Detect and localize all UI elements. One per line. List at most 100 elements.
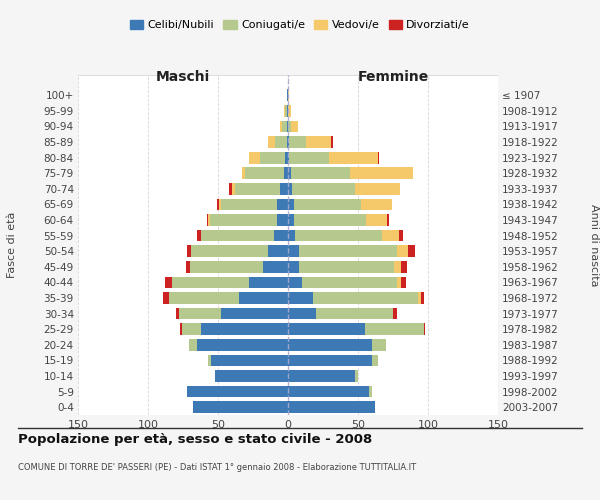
Bar: [284, 105, 285, 117]
Bar: [288, 120, 291, 132]
Bar: [232, 183, 235, 194]
Bar: [287, 105, 288, 117]
Text: Anni di nascita: Anni di nascita: [589, 204, 599, 286]
Bar: [197, 230, 201, 241]
Bar: [372, 339, 386, 350]
Bar: [355, 183, 400, 194]
Bar: [291, 168, 350, 179]
Legend: Celibi/Nubili, Coniugati/e, Vedovi/e, Divorziati/e: Celibi/Nubili, Coniugati/e, Vedovi/e, Di…: [125, 16, 475, 35]
Bar: [288, 168, 291, 179]
Bar: [398, 230, 403, 241]
Bar: [277, 214, 288, 226]
Bar: [293, 214, 367, 226]
Bar: [288, 308, 316, 320]
Bar: [165, 276, 172, 288]
Bar: [313, 292, 418, 304]
Bar: [355, 370, 358, 382]
Text: Popolazione per età, sesso e stato civile - 2008: Popolazione per età, sesso e stato civil…: [18, 432, 372, 446]
Bar: [365, 324, 424, 335]
Bar: [190, 261, 263, 272]
Bar: [372, 354, 377, 366]
Bar: [288, 183, 292, 194]
Bar: [179, 308, 221, 320]
Bar: [197, 339, 288, 350]
Bar: [288, 105, 291, 117]
Bar: [187, 386, 288, 398]
Bar: [288, 246, 299, 257]
Bar: [409, 246, 415, 257]
Bar: [394, 261, 401, 272]
Bar: [188, 339, 197, 350]
Bar: [275, 136, 287, 148]
Bar: [163, 292, 169, 304]
Bar: [331, 136, 333, 148]
Bar: [220, 198, 221, 210]
Bar: [283, 120, 287, 132]
Bar: [418, 292, 421, 304]
Bar: [382, 230, 398, 241]
Bar: [274, 230, 288, 241]
Bar: [424, 324, 425, 335]
Bar: [263, 261, 288, 272]
Bar: [288, 214, 293, 226]
Bar: [350, 168, 413, 179]
Bar: [207, 214, 208, 226]
Bar: [239, 292, 288, 304]
Bar: [292, 183, 355, 194]
Bar: [361, 198, 392, 210]
Bar: [367, 214, 388, 226]
Bar: [289, 152, 329, 164]
Bar: [268, 136, 275, 148]
Bar: [401, 276, 406, 288]
Bar: [208, 354, 211, 366]
Bar: [397, 276, 401, 288]
Bar: [215, 370, 288, 382]
Bar: [302, 276, 397, 288]
Bar: [235, 183, 280, 194]
Bar: [288, 261, 299, 272]
Bar: [288, 90, 289, 101]
Bar: [289, 136, 306, 148]
Bar: [176, 308, 179, 320]
Bar: [316, 308, 393, 320]
Bar: [221, 198, 277, 210]
Text: Fasce di età: Fasce di età: [7, 212, 17, 278]
Bar: [401, 261, 407, 272]
Bar: [209, 214, 277, 226]
Bar: [306, 136, 331, 148]
Bar: [288, 152, 289, 164]
Bar: [172, 276, 249, 288]
Bar: [288, 136, 289, 148]
Bar: [229, 183, 232, 194]
Bar: [186, 261, 190, 272]
Bar: [249, 152, 260, 164]
Bar: [280, 120, 283, 132]
Bar: [182, 324, 201, 335]
Bar: [193, 402, 288, 413]
Bar: [299, 261, 394, 272]
Text: COMUNE DI TORRE DE' PASSERI (PE) - Dati ISTAT 1° gennaio 2008 - Elaborazione TUT: COMUNE DI TORRE DE' PASSERI (PE) - Dati …: [18, 463, 416, 472]
Bar: [284, 168, 288, 179]
Bar: [288, 292, 313, 304]
Bar: [285, 105, 287, 117]
Bar: [421, 292, 424, 304]
Bar: [291, 120, 298, 132]
Bar: [169, 292, 239, 304]
Bar: [287, 120, 288, 132]
Bar: [221, 308, 288, 320]
Bar: [285, 152, 288, 164]
Bar: [288, 354, 372, 366]
Bar: [295, 230, 382, 241]
Bar: [388, 214, 389, 226]
Bar: [288, 230, 295, 241]
Bar: [268, 246, 288, 257]
Bar: [287, 90, 288, 101]
Text: Femmine: Femmine: [358, 70, 428, 85]
Bar: [288, 198, 293, 210]
Bar: [180, 324, 182, 335]
Bar: [277, 198, 288, 210]
Bar: [288, 339, 372, 350]
Bar: [288, 276, 302, 288]
Bar: [191, 246, 268, 257]
Bar: [288, 402, 375, 413]
